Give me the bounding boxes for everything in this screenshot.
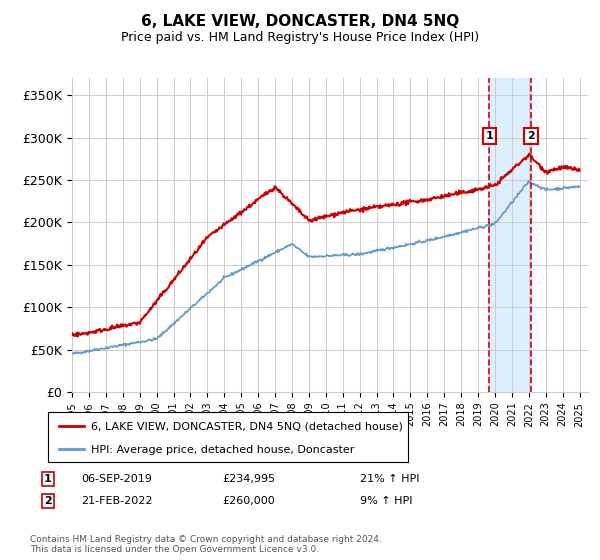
- Text: 6, LAKE VIEW, DONCASTER, DN4 5NQ: 6, LAKE VIEW, DONCASTER, DN4 5NQ: [141, 14, 459, 29]
- Text: 1: 1: [44, 474, 52, 484]
- Text: £234,995: £234,995: [222, 474, 275, 484]
- Text: 6, LAKE VIEW, DONCASTER, DN4 5NQ (detached house): 6, LAKE VIEW, DONCASTER, DN4 5NQ (detach…: [91, 422, 403, 432]
- Bar: [490, 78, 531, 392]
- Text: 9% ↑ HPI: 9% ↑ HPI: [360, 496, 413, 506]
- Text: Price paid vs. HM Land Registry's House Price Index (HPI): Price paid vs. HM Land Registry's House …: [121, 31, 479, 44]
- Text: 21-FEB-2022: 21-FEB-2022: [81, 496, 152, 506]
- Text: HPI: Average price, detached house, Doncaster: HPI: Average price, detached house, Donc…: [91, 445, 355, 455]
- Text: £260,000: £260,000: [222, 496, 275, 506]
- Text: 06-SEP-2019: 06-SEP-2019: [81, 474, 152, 484]
- Text: 21% ↑ HPI: 21% ↑ HPI: [360, 474, 419, 484]
- Text: 1: 1: [485, 131, 493, 141]
- Text: 2: 2: [44, 496, 52, 506]
- Text: 2: 2: [527, 131, 535, 141]
- Text: Contains HM Land Registry data © Crown copyright and database right 2024.
This d: Contains HM Land Registry data © Crown c…: [30, 535, 382, 554]
